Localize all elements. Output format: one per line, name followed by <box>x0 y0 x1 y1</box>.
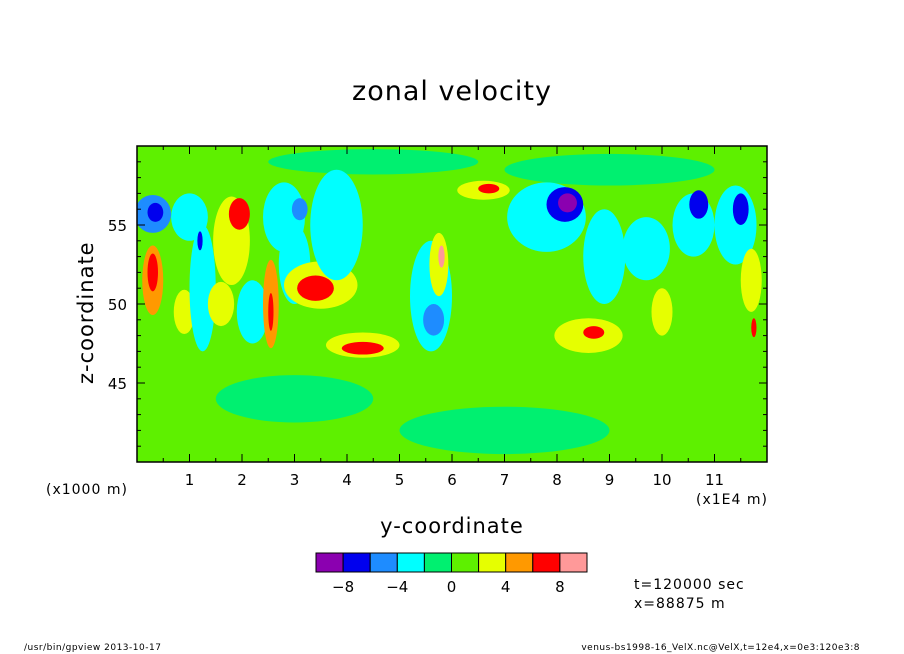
contour-region <box>689 190 709 219</box>
contour-region <box>215 375 374 423</box>
colorbar-swatch <box>559 552 588 573</box>
contour-region <box>189 225 216 352</box>
contour-region <box>651 288 673 336</box>
x-tick-label: 2 <box>237 471 247 489</box>
contour-region <box>297 275 334 301</box>
contour-region <box>751 318 757 338</box>
time-info: t=120000 sec <box>634 577 745 593</box>
contour-region <box>504 153 715 186</box>
contour-region <box>438 245 445 268</box>
contour-region <box>583 209 626 304</box>
y-tick-label: 45 <box>108 375 127 393</box>
contour-region <box>732 193 749 225</box>
x-tick-label: 7 <box>500 471 510 489</box>
colorbar-swatch <box>505 552 534 573</box>
contour-region <box>740 248 762 312</box>
colorbar-swatch <box>423 552 452 573</box>
contour-region <box>147 253 158 292</box>
x-axis-unit: (x1E4 m) <box>696 492 768 508</box>
heatmap-field <box>137 146 767 462</box>
x-tick-label: 6 <box>447 471 457 489</box>
y-axis-label: z-coordinate <box>74 241 98 384</box>
contour-region <box>558 193 577 213</box>
x-tick-label: 3 <box>290 471 300 489</box>
contour-region <box>478 183 500 194</box>
colorbar-tick-label: −4 <box>386 578 408 596</box>
colorbar-swatch <box>342 552 371 573</box>
footer-left: /usr/bin/gpview 2013-10-17 <box>24 643 162 653</box>
x-tick-label: 10 <box>652 471 671 489</box>
y-tick-label: 50 <box>108 296 127 314</box>
colorbar-swatch <box>532 552 561 573</box>
x-tick-label: 9 <box>605 471 615 489</box>
colorbar-swatch <box>315 552 344 573</box>
contour-region <box>310 169 363 281</box>
contour-region <box>622 217 670 281</box>
contour-region <box>207 281 235 327</box>
colorbar-swatch <box>478 552 507 573</box>
contour-region <box>341 341 384 355</box>
position-info: x=88875 m <box>634 596 726 612</box>
y-axis-unit: (x1000 m) <box>46 482 128 498</box>
x-tick-label: 5 <box>395 471 405 489</box>
footer-right: venus-bs1998-16_VelX.nc@VelX,t=12e4,x=0e… <box>581 643 860 653</box>
contour-region <box>429 232 449 297</box>
colorbar-tick-label: 4 <box>501 578 511 596</box>
contour-region <box>197 231 203 251</box>
contour-region <box>228 198 250 230</box>
contour-region <box>399 406 610 455</box>
contour-region <box>583 326 605 339</box>
x-axis-label: y-coordinate <box>380 514 524 538</box>
chart-title: zonal velocity <box>352 76 552 107</box>
colorbar-swatch <box>451 552 480 573</box>
contour-region <box>173 289 195 335</box>
contour-region <box>423 304 445 336</box>
contour-region <box>291 198 308 221</box>
colorbar-swatch <box>369 552 398 573</box>
colorbar-tick-label: −8 <box>332 578 354 596</box>
x-tick-label: 8 <box>552 471 562 489</box>
contour-region <box>147 202 164 222</box>
colorbar: −8 −4 0 4 8 <box>315 552 588 596</box>
colorbar-tick-label: 8 <box>555 578 565 596</box>
x-tick-label: 1 <box>185 471 195 489</box>
y-tick-label: 55 <box>108 217 127 235</box>
contour-region <box>268 149 479 175</box>
contour-region <box>236 280 269 344</box>
x-tick-label: 4 <box>342 471 352 489</box>
colorbar-tick-label: 0 <box>447 578 457 596</box>
contour-region <box>268 292 274 331</box>
colorbar-swatch <box>396 552 425 573</box>
x-tick-label: 11 <box>705 471 724 489</box>
